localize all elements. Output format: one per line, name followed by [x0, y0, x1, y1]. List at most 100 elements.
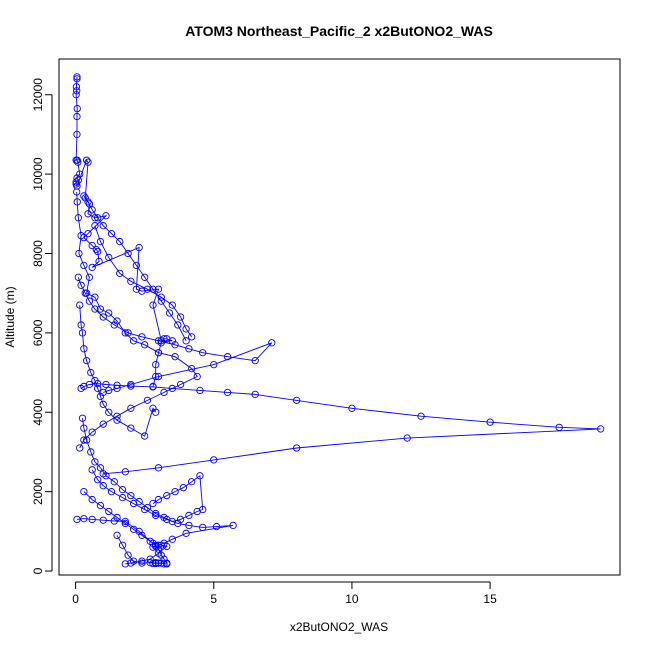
data-point [403, 434, 411, 442]
data-point [116, 237, 124, 246]
data-point [229, 521, 237, 530]
data-point [193, 372, 201, 381]
data-point [118, 493, 127, 502]
y-tick-label: 2000 [31, 478, 45, 505]
data-point [84, 229, 92, 238]
data-point [138, 333, 146, 341]
series-line-2 [76, 191, 198, 449]
data-point [149, 285, 157, 293]
data-point [138, 559, 146, 567]
data-point [116, 269, 124, 277]
data-point [96, 501, 105, 510]
data-point [102, 212, 110, 220]
data-point [88, 263, 96, 272]
data-point [555, 423, 563, 431]
data-point [80, 514, 88, 523]
data-point [85, 380, 94, 389]
data-point [188, 333, 196, 341]
data-point [73, 87, 81, 95]
x-tick-label: 10 [345, 592, 359, 606]
data-point [102, 380, 110, 389]
data-point [171, 341, 179, 349]
data-point [73, 198, 81, 206]
data-point [165, 309, 174, 317]
data-point [163, 560, 171, 568]
data-point [82, 357, 91, 365]
data-point [75, 249, 83, 258]
data-point [76, 444, 84, 452]
data-point [105, 253, 113, 262]
data-point [129, 337, 138, 345]
data-point [78, 414, 87, 422]
y-tick-label: 12000 [31, 78, 45, 112]
data-point [88, 515, 96, 524]
data-point [110, 478, 118, 486]
data-point [94, 247, 102, 256]
data-point [152, 360, 160, 369]
series-line-11 [94, 225, 193, 338]
x-tick-label: 5 [210, 592, 217, 606]
data-point [121, 560, 129, 568]
y-tick-label: 4000 [31, 399, 45, 426]
y-tick-label: 8000 [31, 240, 45, 267]
data-point [113, 381, 121, 389]
data-point [124, 249, 132, 258]
data-point [72, 178, 80, 186]
data-point [88, 241, 96, 250]
data-point [73, 130, 81, 139]
y-axis-label: Altitude (m) [3, 286, 17, 347]
data-point [96, 237, 105, 246]
plot-frame [58, 58, 621, 576]
data-point [171, 487, 179, 496]
data-point [174, 321, 182, 329]
data-point [105, 507, 113, 516]
data-point [80, 424, 88, 432]
data-point [149, 383, 157, 391]
data-point [199, 523, 207, 532]
data-point [96, 392, 105, 401]
data-point [73, 188, 81, 196]
data-point [113, 416, 121, 424]
data-point [143, 396, 152, 405]
data-point [417, 412, 425, 420]
series-line-6 [91, 469, 234, 548]
data-point [99, 400, 107, 408]
data-point [78, 329, 87, 337]
data-point [87, 448, 95, 456]
x-tick-label: 0 [72, 592, 79, 606]
data-point [88, 206, 96, 214]
y-axis: 0 2000 4000 6000 8000 10000 12000 [31, 78, 53, 574]
data-point [95, 257, 103, 266]
data-point [154, 349, 163, 357]
data-point [196, 386, 204, 395]
data-point [146, 559, 154, 567]
data-point [141, 273, 149, 281]
data-point [91, 293, 99, 301]
data-point [127, 277, 135, 285]
series-layer [72, 73, 605, 568]
data-point [87, 368, 95, 377]
data-point [188, 478, 196, 486]
data-point [113, 412, 121, 420]
series-line-9 [116, 535, 167, 565]
data-point [348, 404, 356, 412]
data-point [157, 559, 165, 567]
data-point [154, 545, 163, 553]
data-point [174, 519, 182, 528]
data-point [84, 158, 92, 166]
data-point [154, 464, 163, 472]
data-point [176, 380, 185, 389]
data-point [85, 297, 94, 305]
data-point [127, 382, 135, 390]
data-point [99, 516, 107, 524]
data-point [91, 222, 99, 230]
data-point [185, 521, 193, 530]
data-point [154, 559, 163, 567]
data-point [80, 487, 88, 496]
data-point [88, 466, 96, 474]
data-point [129, 499, 138, 508]
data-point [143, 285, 152, 293]
data-point [107, 229, 116, 238]
data-point [73, 73, 81, 81]
data-point [141, 341, 149, 349]
